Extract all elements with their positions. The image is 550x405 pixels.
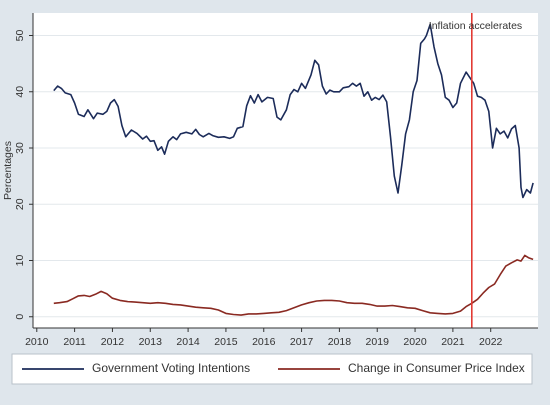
- x-tick-label: 2021: [441, 336, 465, 348]
- x-tick-label: 2013: [139, 336, 163, 348]
- y-tick-label: 20: [14, 198, 26, 210]
- annotation-label: Inflation accelerates: [429, 20, 522, 32]
- legend-label: Change in Consumer Price Index: [348, 361, 525, 375]
- y-tick-label: 50: [14, 30, 26, 42]
- x-tick-label: 2010: [25, 336, 49, 348]
- legend: Government Voting Intentions Change in Co…: [11, 353, 533, 385]
- legend-box: [11, 353, 533, 385]
- x-tick-label: 2022: [479, 336, 503, 348]
- x-tick-label: 2011: [63, 336, 86, 348]
- series-line-change-in-cpi: [53, 254, 534, 316]
- y-tick-label: 10: [14, 255, 26, 267]
- x-tick-label: 2018: [328, 336, 352, 348]
- legend-label: Government Voting Intentions: [92, 361, 250, 375]
- x-tick-label: 2014: [176, 336, 200, 348]
- series-line-government-voting-intentions: [53, 23, 534, 199]
- x-tick-label: 2012: [101, 336, 125, 348]
- x-tick-label: 2015: [214, 336, 238, 348]
- y-tick-label: 30: [14, 142, 26, 154]
- gridlines: [33, 35, 538, 318]
- y-axis-title: Percentages: [2, 141, 14, 200]
- plot-area: [33, 13, 538, 328]
- series-lines: [53, 23, 534, 316]
- axes: 0 10 20 30 40 50 2010 2011 2012 2013 2014 2015 2016 2…: [14, 13, 538, 348]
- y-tick-label: 0: [14, 314, 26, 320]
- x-tick-label: 2019: [366, 336, 390, 348]
- y-tick-label: 40: [14, 86, 26, 98]
- x-tick-label: 2017: [290, 336, 314, 348]
- x-tick-label: 2016: [252, 336, 276, 348]
- x-tick-label: 2020: [403, 336, 427, 348]
- annotation-layer: Inflation accelerates: [429, 13, 522, 328]
